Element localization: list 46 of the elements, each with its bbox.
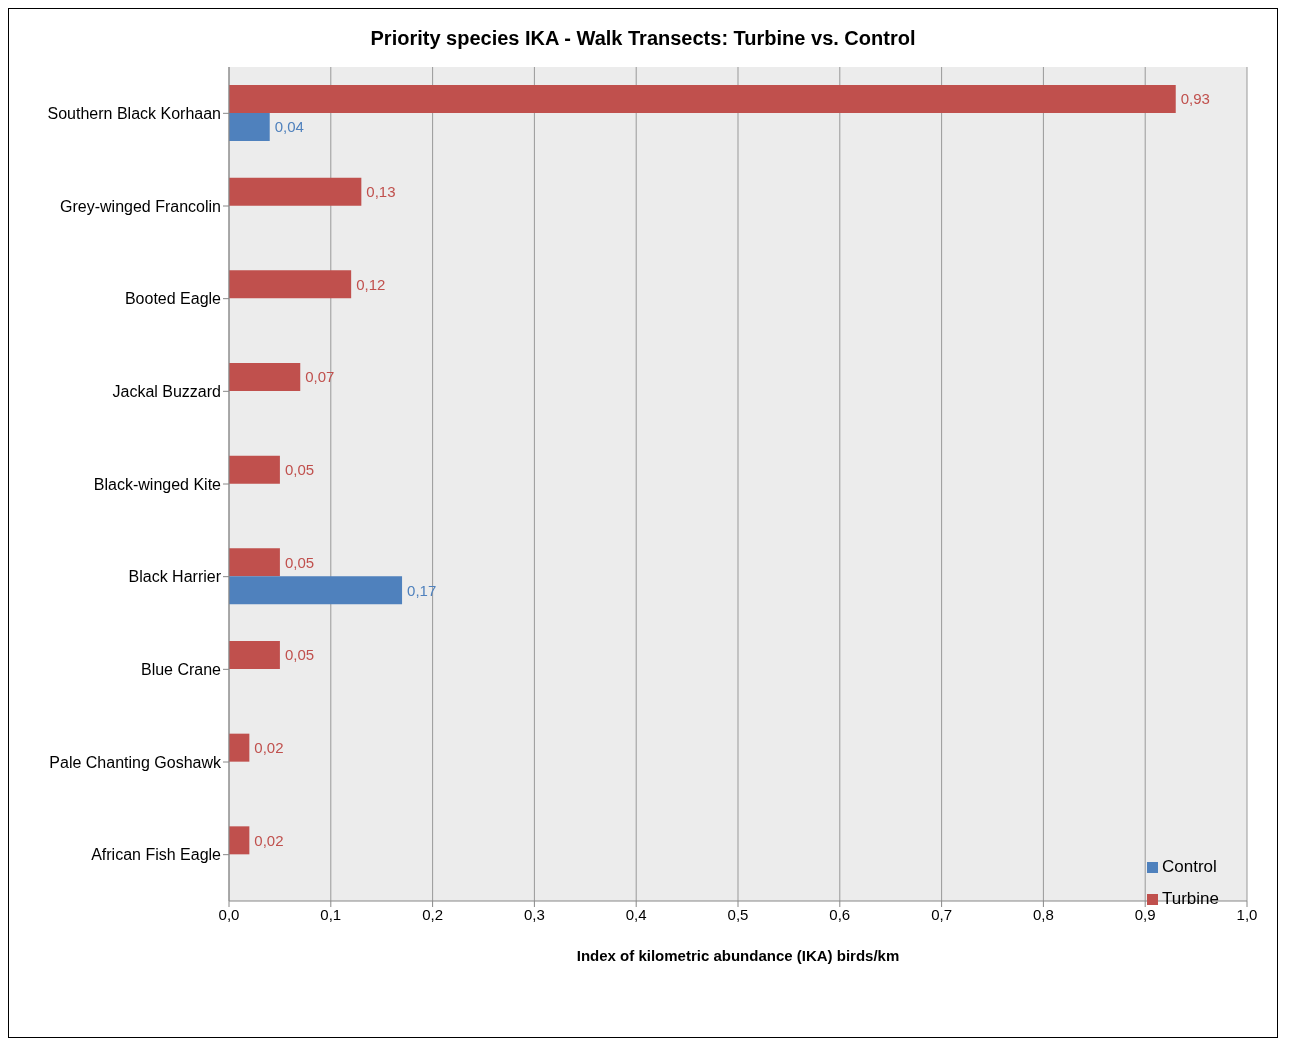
bar	[229, 548, 280, 577]
data-label: 0,17	[407, 581, 437, 599]
data-label: 0,13	[366, 182, 396, 200]
x-tick-label: 0,3	[523, 905, 545, 923]
y-tick-label: Booted Eagle	[124, 290, 222, 308]
y-tick-label: Grey-winged Francolin	[60, 197, 221, 215]
legend-label: Turbine	[1162, 889, 1220, 908]
y-tick-label: Southern Black Korhaan	[47, 105, 221, 123]
y-tick-label: African Fish Eagle	[91, 846, 222, 864]
bar	[229, 363, 301, 391]
y-tick-label: Black Harrier	[128, 568, 222, 586]
data-label: 0,04	[274, 118, 304, 136]
data-label: 0,02	[254, 738, 284, 756]
y-tick-label: Jackal Buzzard	[112, 383, 221, 401]
data-label: 0,05	[284, 646, 315, 664]
bar	[229, 455, 280, 484]
bar	[229, 177, 362, 206]
bar	[229, 85, 1176, 113]
data-label: 0,12	[356, 275, 386, 293]
bar	[229, 113, 270, 141]
bar	[229, 826, 250, 855]
bar	[229, 641, 280, 669]
y-tick-label: Blue Crane	[140, 661, 222, 679]
x-tick-label: 0,8	[1032, 905, 1054, 923]
legend-label: Control	[1162, 857, 1217, 876]
x-tick-label: 0,2	[422, 905, 444, 923]
x-tick-label: 0,0	[218, 905, 240, 923]
y-tick-label: Black-winged Kite	[93, 475, 222, 493]
data-label: 0,07	[305, 368, 335, 386]
bar	[229, 270, 352, 299]
x-tick-label: 0,5	[727, 905, 749, 923]
x-axis-title: Index of kilometric abundance (IKA) birds/km	[576, 947, 900, 964]
data-label: 0,05	[284, 460, 315, 478]
bar	[229, 576, 403, 605]
data-label: 0,05	[284, 553, 315, 571]
chart-title: Priority species IKA - Walk Transects: Turbine vs. Control	[369, 26, 917, 51]
x-tick-label: 0,7	[931, 905, 953, 923]
data-label: 0,02	[254, 831, 284, 849]
x-tick-label: 0,4	[625, 905, 647, 923]
data-label: 0,93	[1180, 90, 1210, 108]
bar	[229, 733, 250, 762]
x-tick-label: 1,0	[1236, 905, 1258, 923]
x-tick-label: 0,9	[1134, 905, 1156, 923]
x-tick-label: 0,6	[829, 905, 851, 923]
y-tick-label: Pale Chanting Goshawk	[49, 753, 222, 771]
x-tick-label: 0,1	[320, 905, 342, 923]
